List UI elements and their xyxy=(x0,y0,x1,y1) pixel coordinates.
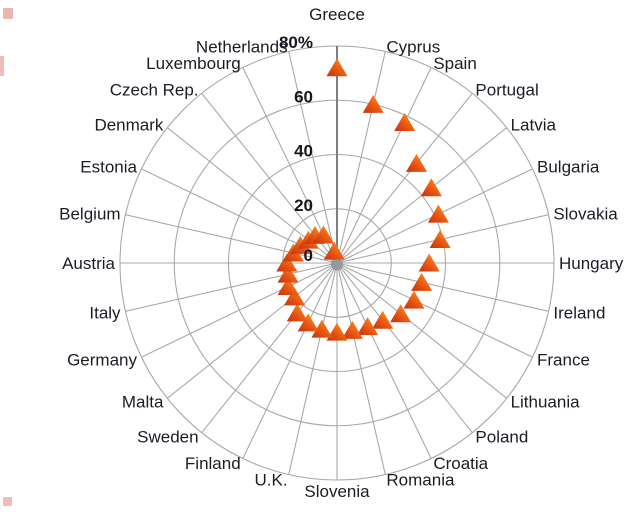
spoke-portugal xyxy=(336,92,473,264)
edge-artifact-1 xyxy=(3,8,13,19)
country-label-netherlands: Netherlands xyxy=(196,38,288,57)
data-marker-u-k xyxy=(311,319,333,338)
spoke-u-k xyxy=(288,262,338,475)
spoke-lithuania xyxy=(336,262,508,399)
country-label-hungary: Hungary xyxy=(559,254,624,273)
country-label-portugal: Portugal xyxy=(475,80,538,99)
data-marker-france xyxy=(403,290,425,309)
country-label-italy: Italy xyxy=(89,303,121,322)
country-label-germany: Germany xyxy=(67,350,137,369)
tick-label-80: 80% xyxy=(279,33,313,52)
data-marker-netherlands xyxy=(323,241,345,260)
tick-label-60: 60 xyxy=(294,87,313,106)
spoke-france xyxy=(336,262,533,358)
country-label-romania: Romania xyxy=(386,470,455,489)
country-label-poland: Poland xyxy=(475,428,528,447)
data-marker-luxembourg xyxy=(312,225,334,244)
country-label-belgium: Belgium xyxy=(59,205,120,224)
edge-artifact-2 xyxy=(0,56,4,76)
spoke-germany xyxy=(141,262,338,358)
country-label-ireland: Ireland xyxy=(553,303,605,322)
spoke-finland xyxy=(242,262,338,459)
spoke-ireland xyxy=(336,262,549,312)
tick-label-20: 20 xyxy=(294,196,313,215)
country-label-lithuania: Lithuania xyxy=(511,392,581,411)
country-label-estonia: Estonia xyxy=(80,158,137,177)
spoke-netherlands xyxy=(288,51,338,264)
spoke-romania xyxy=(336,262,386,475)
spoke-cyprus xyxy=(336,51,386,264)
country-label-austria: Austria xyxy=(62,254,115,273)
country-label-u-k: U.K. xyxy=(255,470,288,489)
data-marker-austria xyxy=(276,253,298,272)
data-marker-italy xyxy=(277,264,299,283)
data-marker-hungary xyxy=(418,253,440,272)
country-label-slovakia: Slovakia xyxy=(553,205,618,224)
country-label-spain: Spain xyxy=(433,54,476,73)
country-label-malta: Malta xyxy=(122,392,164,411)
tick-label-0: 0 xyxy=(304,246,313,265)
country-label-luxembourg: Luxembourg xyxy=(146,54,241,73)
country-label-denmark: Denmark xyxy=(94,116,163,135)
data-marker-finland xyxy=(297,313,319,332)
data-marker-romania xyxy=(341,320,363,339)
data-marker-croatia xyxy=(357,317,379,336)
country-label-bulgaria: Bulgaria xyxy=(537,158,600,177)
country-label-cyprus: Cyprus xyxy=(386,38,440,57)
data-marker-latvia xyxy=(420,178,442,197)
data-marker-slovakia xyxy=(429,229,451,248)
country-label-slovenia: Slovenia xyxy=(304,482,370,501)
spoke-sweden xyxy=(201,262,338,434)
spoke-croatia xyxy=(336,262,432,459)
data-marker-greece xyxy=(326,58,348,77)
country-label-sweden: Sweden xyxy=(137,428,198,447)
country-label-finland: Finland xyxy=(185,454,241,473)
data-marker-germany xyxy=(277,277,299,296)
data-marker-lithuania xyxy=(390,304,412,323)
spoke-poland xyxy=(336,262,473,434)
center-hub xyxy=(331,258,343,271)
data-marker-poland xyxy=(372,310,394,329)
country-label-france: France xyxy=(537,350,590,369)
data-marker-sweden xyxy=(286,303,308,322)
spoke-italy xyxy=(125,262,338,312)
country-label-czech-rep: Czech Rep. xyxy=(110,80,199,99)
country-label-croatia: Croatia xyxy=(433,454,488,473)
data-marker-bulgaria xyxy=(427,204,449,223)
spoke-malta xyxy=(166,262,338,399)
data-marker-ireland xyxy=(411,272,433,291)
country-label-greece: Greece xyxy=(309,5,365,24)
tick-label-40: 40 xyxy=(294,142,313,161)
data-marker-slovenia xyxy=(326,322,348,341)
spoke-belgium xyxy=(125,214,338,264)
country-label-latvia: Latvia xyxy=(511,116,557,135)
spoke-spain xyxy=(336,67,432,264)
data-marker-malta xyxy=(284,287,306,306)
data-marker-portugal xyxy=(405,153,427,172)
edge-artifact-3 xyxy=(3,497,12,506)
data-marker-cyprus xyxy=(362,94,384,113)
data-marker-spain xyxy=(394,112,416,131)
